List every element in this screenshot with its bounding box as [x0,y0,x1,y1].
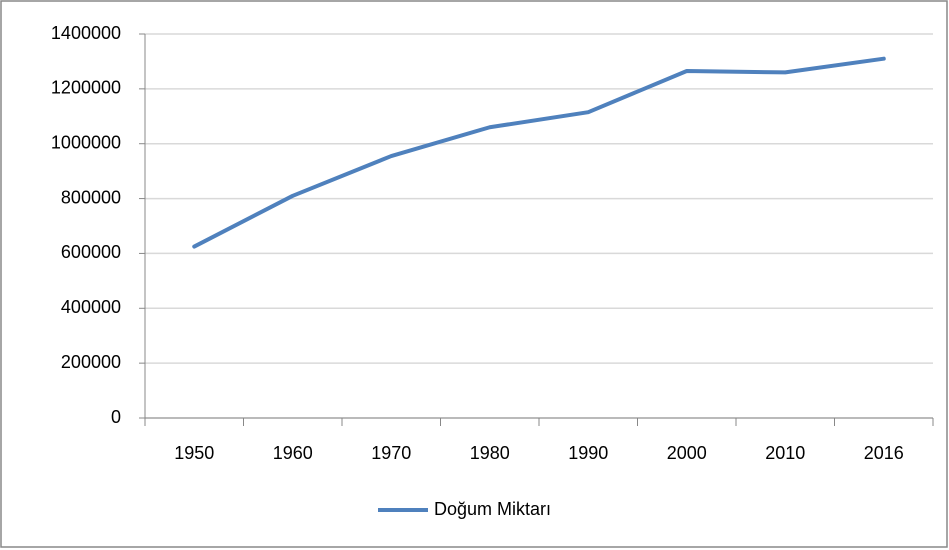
x-tick-label: 2000 [667,443,707,463]
data-line [192,56,886,249]
y-tick-label: 1200000 [51,78,121,98]
y-tick-label: 1000000 [51,132,121,152]
legend-label: Doğum Miktarı [434,499,551,519]
x-tick-label: 1970 [371,443,411,463]
y-tick-label: 200000 [61,352,121,372]
y-tick-label: 1400000 [51,23,121,43]
x-tick-label: 1980 [470,443,510,463]
y-tick-label: 800000 [61,187,121,207]
x-tick-label: 1950 [174,443,214,463]
x-tick-label: 1990 [568,443,608,463]
y-tick-label: 400000 [61,297,121,317]
y-tick-label: 0 [111,407,121,427]
x-tick-label: 2010 [765,443,805,463]
x-tick-label: 1960 [273,443,313,463]
x-tick-label: 2016 [864,443,904,463]
y-tick-label: 600000 [61,242,121,262]
